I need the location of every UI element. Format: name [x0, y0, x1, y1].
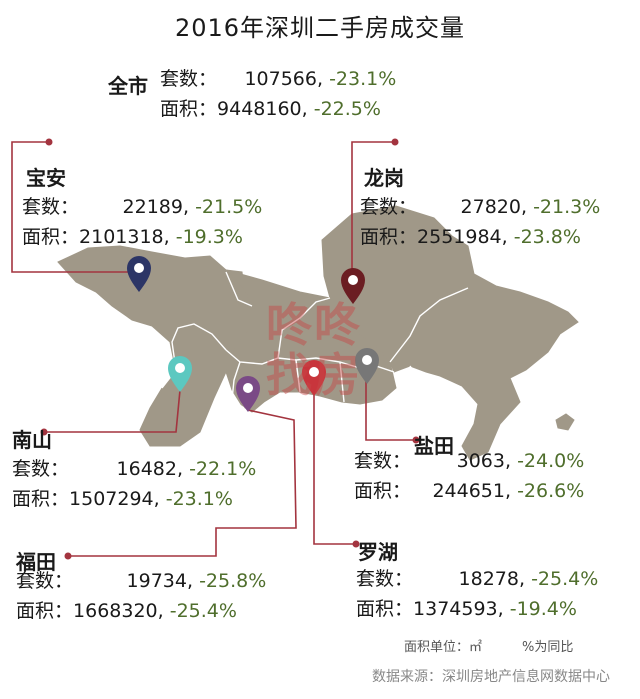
total-area-row: 面积：9448160, -22.5% [160, 98, 381, 120]
futian-area-row: 面积：1668320, -25.4% [16, 600, 237, 622]
leader-line-nanshan [44, 389, 181, 433]
total-label: 全市 [108, 74, 148, 98]
leader-line-longgang [351, 141, 395, 284]
map-pin-icon[interactable] [168, 356, 192, 392]
total-count-row: 套数： 107566, -23.1% [160, 68, 397, 90]
futian-count-row: 套数： 19734, -25.8% [16, 570, 267, 592]
district-name-longgang: 龙岗 [364, 166, 404, 190]
district-borders [161, 271, 469, 409]
baoan-area-row: 面积：2101318, -19.3% [22, 226, 243, 248]
watermark: 咚咚 找房 [266, 298, 362, 402]
leader-line-baoan [11, 141, 132, 273]
page-title: 2016年深圳二手房成交量 [174, 14, 466, 42]
luohu-area-row: 面积：1374593, -19.4% [356, 598, 577, 620]
baoan-count-row: 套数： 22189, -21.5% [22, 196, 263, 218]
nanshan-count-row: 套数： 16482, -22.1% [12, 458, 257, 480]
district-name-baoan: 宝安 [26, 166, 66, 190]
yantian-area-row: 面积： 244651, -26.6% [354, 480, 585, 502]
longgang-area-row: 面积：2551984, -23.8% [360, 226, 581, 248]
district-name-luohu: 罗湖 [358, 540, 398, 564]
nanshan-area-row: 面积：1507294, -23.1% [12, 488, 233, 510]
district-name-yantian: 盐田 [414, 434, 454, 458]
pct-note: %为同比 [522, 640, 574, 655]
leader-line-yantian [365, 380, 416, 441]
district-name-nanshan: 南山 [12, 428, 52, 452]
luohu-count-row: 套数： 18278, -25.4% [356, 568, 599, 590]
map-pin-icon[interactable] [355, 348, 379, 384]
leader-line-luohu [313, 386, 356, 545]
unit-note: 面积单位：㎡ [404, 640, 483, 655]
longgang-count-row: 套数： 27820, -21.3% [360, 196, 601, 218]
yantian-count-row: 套数： 3063, -24.0% [354, 450, 585, 472]
leader-dots [40, 138, 420, 560]
map-pin-icon[interactable] [127, 256, 151, 292]
map-pin-icon[interactable] [341, 268, 365, 304]
data-source: 数据来源：深圳房地产信息网数据中心 [372, 669, 610, 685]
map-pin-icon[interactable] [236, 376, 260, 412]
district-name-futian: 福田 [16, 550, 56, 574]
map-landmass [57, 205, 579, 461]
map-pin-icon[interactable] [302, 360, 326, 396]
leader-lines [11, 141, 416, 557]
